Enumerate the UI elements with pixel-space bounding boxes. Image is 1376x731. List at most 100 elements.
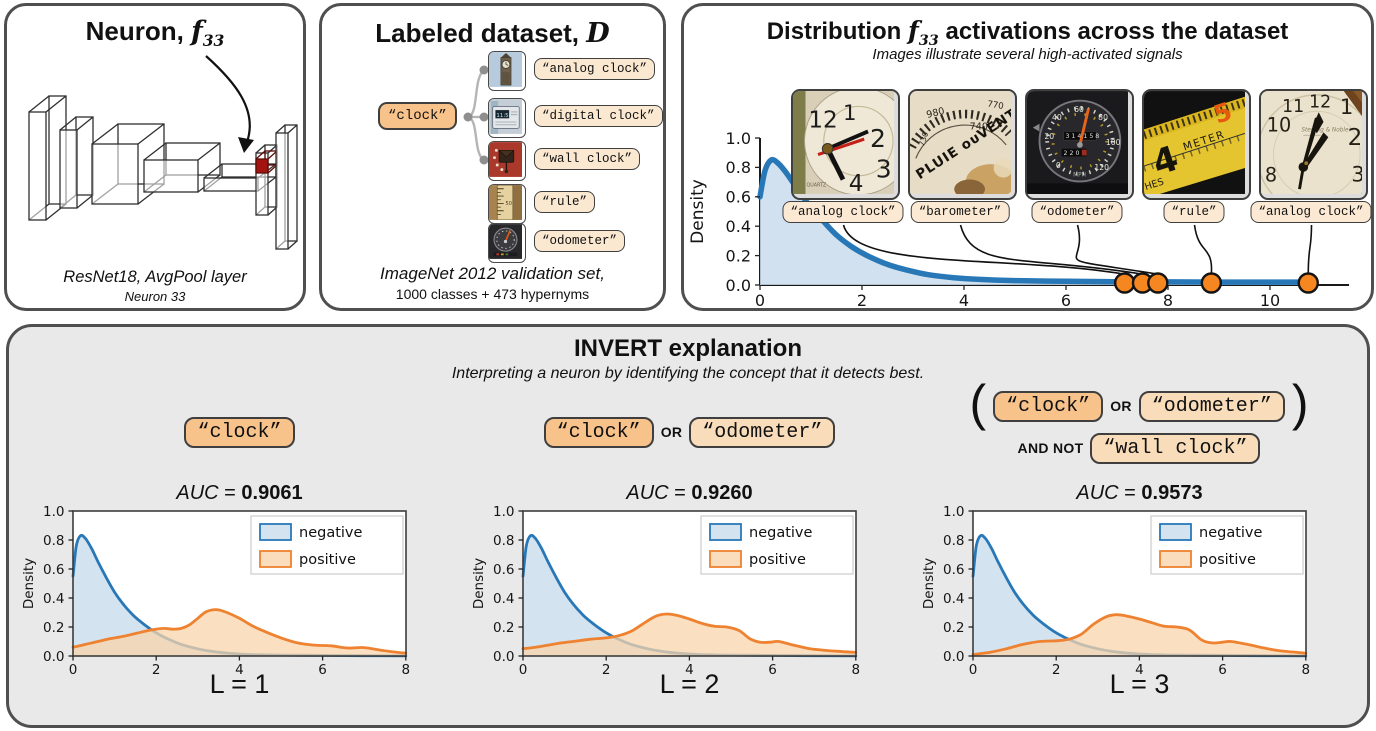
svg-text:0.4: 0.4 [493,591,514,607]
auc-label: AUC [176,482,219,504]
density-fill-positive [73,609,406,656]
svg-text:0.0: 0.0 [493,649,514,665]
svg-text:770: 770 [986,100,1004,112]
formula-l2: “clock” OR “odometer” [523,413,856,455]
legend-label-negative: negative [749,525,812,541]
thumbnail-analog-clock-closeup: 12 1 2 3 4 QUARTZ [791,89,900,200]
legend-swatch-positive [259,550,292,568]
svg-text:8: 8 [852,662,861,678]
activation-dot [1297,272,1319,294]
density-fill-positive [973,614,1306,656]
svg-text:0.4: 0.4 [43,591,64,607]
formula-operator: OR [1110,398,1132,414]
density-fill-negative [973,535,1306,656]
auc-title-l2: AUC = 0.9260 [523,482,856,505]
activation-label-analog-clock-2: “analog clock” [1250,201,1372,223]
formula-operator: OR [660,424,683,440]
dataset-label-wall-clock: “wall clock” [534,148,641,170]
series-group [71,533,408,658]
svg-text:1.0: 1.0 [726,129,751,148]
neuron-caption-layer: ResNet18, AvgPool layer [63,268,247,286]
svg-text:2: 2 [1052,662,1061,678]
formula-concept-pill: “clock” [184,416,295,448]
svg-text:0: 0 [755,291,765,308]
svg-text:1: 1 [843,100,856,125]
svg-text:740: 740 [970,122,988,133]
svg-text:8: 8 [402,662,411,678]
dataset-caption-source: ImageNet 2012 validation set, [380,264,605,283]
dataset-title-d: D [586,18,610,49]
svg-text:6: 6 [1061,291,1071,308]
auc-eq: = [218,482,242,504]
thumbnail-barometer: 980 770 740 730 PLUIE ᴏᴜVENT [908,89,1017,200]
panel-activation-distribution: Distribution f33 activations across the … [681,3,1374,311]
neuron-title-f: f [191,16,203,47]
activation-label-barometer: “barometer” [910,201,1010,223]
svg-text:11: 11 [1282,97,1304,117]
panel-invert-explanation: INVERT explanation Interpreting a neuron… [6,324,1370,728]
density-line-positive [971,613,1308,656]
formula-operator: AND NOT [1017,440,1084,456]
auc-value: 0.9573 [1141,482,1203,504]
auc-value: 0.9260 [691,482,753,504]
svg-text:10: 10 [1260,291,1280,308]
distribution-title-pre: Distribution [766,18,909,45]
svg-text:0.8: 0.8 [43,533,64,549]
svg-text:0.6: 0.6 [726,188,751,207]
tree-node-dot [479,155,489,165]
formula-concept-pill: “odometer” [1138,390,1285,422]
activation-dot [1200,272,1223,294]
formula-concept-pill: “clock” [993,390,1104,422]
svg-text:40: 40 [1052,113,1062,122]
svg-text:12: 12 [808,108,837,134]
formula-line: AND NOT “wall clock” [939,429,1339,467]
neuron-caption-index: Neuron 33 [124,289,186,304]
legend-swatch-negative [259,523,292,541]
svg-text:0.0: 0.0 [943,649,964,665]
dataset-image-digital-clock: 11:58 [488,98,526,138]
legend-label-negative: negative [1199,525,1262,541]
formula-l1: “clock” [73,413,406,455]
y-axis-label: Density [921,558,937,609]
thumbnail-tape-measure: 4 METER 5 HES [1142,89,1251,200]
activation-dot [1147,272,1169,294]
svg-text:2 2 0: 2 2 0 [1064,150,1080,157]
cnn-architecture-diagram [28,55,298,250]
svg-text:50: 50 [506,201,512,207]
invert-chart-l2: negative positive 0 2 4 6 8 0.0 0.2 0.4 0.6 0.8 1.0 D… [471,504,861,678]
legend-swatch-positive [709,550,742,568]
dataset-panel-title: Labeled dataset, D [322,18,663,49]
dataset-label-analog-clock: “analog clock” [534,58,656,80]
svg-text:0.2: 0.2 [493,620,514,636]
dataset-caption-counts: 1000 classes + 473 hypernyms [395,286,590,302]
formula-line: “clock” OR “odometer” [523,413,856,451]
tree-node-dot [479,65,489,75]
neuron-pointer-arrow [205,55,251,143]
y-axis-ticks: 0.0 0.2 0.4 0.6 0.8 1.0 [726,129,760,295]
auc-eq: = [1118,482,1142,504]
auc-label: AUC [626,482,669,504]
auc-value: 0.9061 [241,482,303,504]
dataset-tree-connectors [463,65,489,165]
svg-text:6: 6 [768,662,777,678]
formula-concept-pill: “odometer” [689,416,836,448]
activation-dot [1113,272,1136,294]
dataset-image-odometer [488,223,526,263]
density-line-positive [71,608,408,655]
svg-text:1.0: 1.0 [43,504,64,520]
dataset-label-odometer: “odometer” [534,230,626,252]
svg-text:10: 10 [1267,113,1291,136]
svg-text:2: 2 [1348,125,1362,151]
svg-text:2: 2 [870,124,886,153]
activation-point-markers [1113,272,1319,294]
auc-label: AUC [1076,482,1119,504]
distribution-title-post: activations across the dataset [938,18,1289,45]
neuron-panel-title: Neuron, f33 [7,16,303,50]
density-line-positive [521,612,858,654]
x-axis-ticks: 0 2 4 6 8 [69,656,410,678]
invert-chart-l1: negative positive 0 2 4 6 8 0.0 0.2 0.4 0.6 0.8 1.0 D… [21,504,410,678]
svg-text:2: 2 [602,662,611,678]
neuron-title-sub: 33 [202,31,225,51]
